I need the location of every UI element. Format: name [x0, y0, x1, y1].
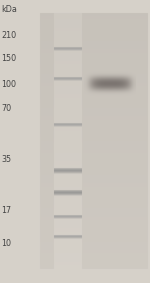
Text: 150: 150 [2, 53, 17, 63]
Text: 100: 100 [2, 80, 16, 89]
Text: 10: 10 [2, 239, 12, 248]
Text: kDa: kDa [2, 5, 17, 14]
Text: 70: 70 [2, 104, 12, 113]
Text: 35: 35 [2, 155, 12, 164]
Text: 17: 17 [2, 206, 12, 215]
Text: 210: 210 [2, 31, 17, 40]
